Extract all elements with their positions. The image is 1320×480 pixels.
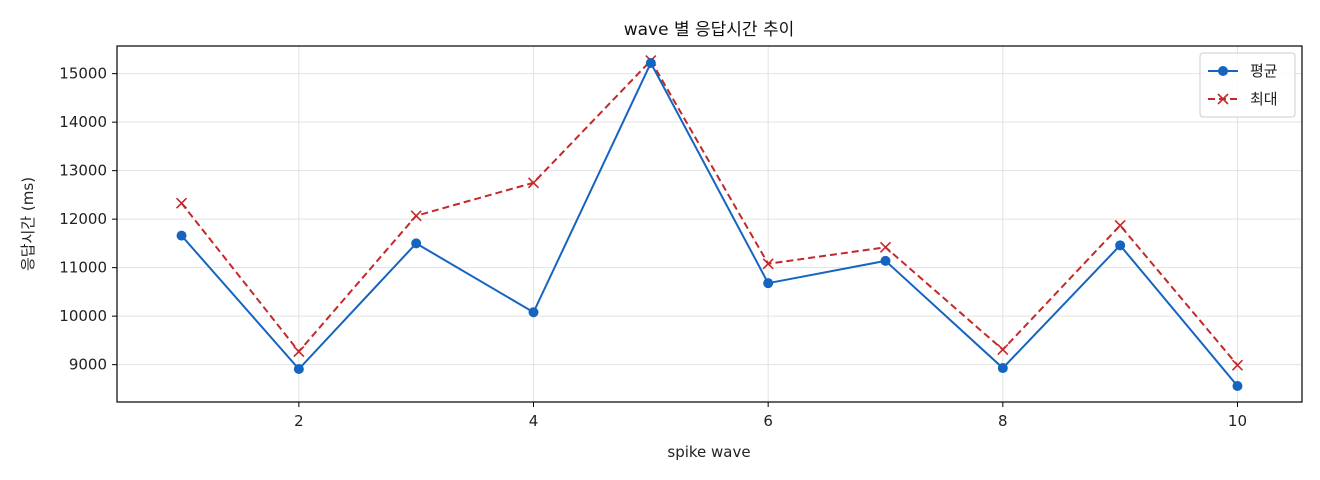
series-평균 <box>176 57 1243 391</box>
data-point <box>410 210 422 222</box>
x-tick-label: 4 <box>529 412 539 430</box>
data-point <box>879 241 892 253</box>
grid <box>117 46 1302 402</box>
data-point <box>997 344 1009 356</box>
y-axis: 9000 10000 11000 12000 13000 14000 15000 <box>59 65 117 374</box>
y-tick-label: 10000 <box>59 307 107 325</box>
y-axis-label: 응답시간 (ms) <box>19 177 37 271</box>
legend-box <box>1199 52 1296 118</box>
series-최대 <box>175 54 1244 371</box>
legend-marker <box>1218 66 1228 76</box>
x-tick-label: 8 <box>998 412 1008 430</box>
series-line <box>180 58 1239 366</box>
data-point <box>527 177 540 189</box>
legend-item: 평균 <box>1208 62 1278 80</box>
data-point <box>176 230 187 241</box>
data-point <box>997 363 1008 374</box>
plot-area <box>116 45 1303 403</box>
series-line <box>180 60 1239 387</box>
legend-label: 평균 <box>1250 62 1278 80</box>
y-tick-label: 13000 <box>59 162 107 180</box>
x-tick-label: 10 <box>1228 412 1247 430</box>
series-layer <box>175 54 1244 391</box>
data-point <box>293 364 304 375</box>
data-point <box>175 197 188 209</box>
y-tick-label: 14000 <box>59 113 107 131</box>
y-tick-label: 12000 <box>59 210 107 228</box>
legend-label: 최대 <box>1250 90 1278 108</box>
data-point <box>1231 359 1244 371</box>
legend-item: 최대 <box>1208 90 1278 108</box>
x-tick-label: 2 <box>294 412 304 430</box>
data-point <box>762 258 774 270</box>
data-point <box>293 345 305 358</box>
data-point <box>645 57 656 68</box>
data-point <box>528 307 539 318</box>
x-tick-label: 6 <box>763 412 773 430</box>
x-axis: 2 4 6 8 10 <box>294 402 1247 430</box>
data-point <box>1114 219 1126 232</box>
data-point <box>880 255 891 266</box>
legend-marker <box>1217 93 1229 105</box>
y-tick-label: 15000 <box>59 65 107 83</box>
chart-title: wave 별 응답시간 추이 <box>624 20 795 40</box>
y-tick-label: 9000 <box>69 356 107 374</box>
data-point <box>763 278 774 289</box>
data-point <box>411 238 422 249</box>
data-point <box>1232 380 1243 391</box>
x-axis-label: spike wave <box>667 443 750 461</box>
y-tick-label: 11000 <box>59 259 107 277</box>
data-point <box>1115 240 1126 251</box>
